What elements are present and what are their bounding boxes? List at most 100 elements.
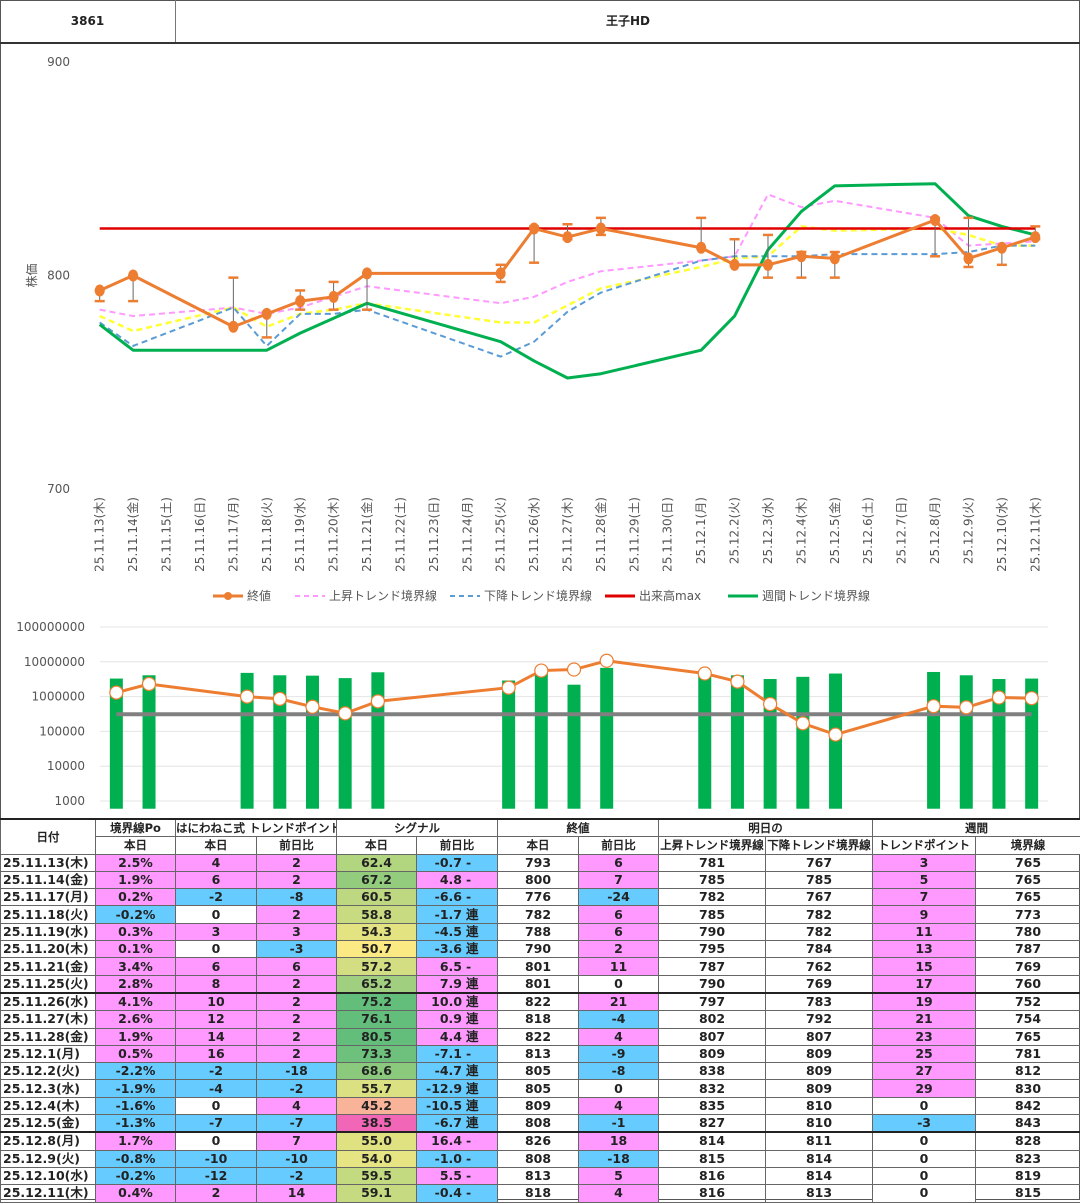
down-trend-cell: 814 bbox=[766, 1150, 873, 1167]
down-trend-cell: 809 bbox=[766, 1063, 873, 1080]
close-diff-cell: 2 bbox=[579, 941, 659, 958]
weekly-tp-cell: 27 bbox=[873, 1063, 976, 1080]
x-tick-label: 25.11.30(日) bbox=[661, 497, 675, 572]
signal-cell: 54.0 bbox=[337, 1150, 417, 1167]
x-tick-label: 25.11.23(日) bbox=[427, 497, 441, 572]
weekly-line-cell: 830 bbox=[976, 1080, 1080, 1097]
close-diff-cell: -1 bbox=[579, 1115, 659, 1133]
trend-point-diff-cell: 14 bbox=[257, 1185, 337, 1202]
header-weekly: 週間 bbox=[873, 819, 1080, 837]
close-point bbox=[796, 250, 806, 262]
signal-diff-value: 16.4 bbox=[426, 1133, 462, 1149]
weekly-tp-cell: 25 bbox=[873, 1045, 976, 1062]
weekly-line-cell: 812 bbox=[976, 1063, 1080, 1080]
signal-cell: 58.8 bbox=[337, 906, 417, 923]
signal-diff-value: -6.7 bbox=[426, 1115, 462, 1131]
signal-diff-value: 7.9 bbox=[426, 976, 462, 992]
header-date: 日付 bbox=[1, 819, 96, 854]
y-tick-label: 10000 bbox=[47, 759, 85, 773]
x-tick-label: 25.12.5(金) bbox=[827, 497, 842, 564]
price-chart: 700800900株価25.11.13(木)25.11.14(金)25.11.1… bbox=[0, 44, 1080, 610]
weekly-tp-cell: 9 bbox=[873, 906, 976, 923]
x-tick-label: 25.12.7(日) bbox=[895, 497, 909, 564]
trend-point-diff-cell: 4 bbox=[257, 1097, 337, 1114]
y-tick-label: 1000 bbox=[54, 794, 85, 808]
stock-code: 3861 bbox=[0, 0, 176, 42]
up-trend-cell: 797 bbox=[659, 993, 766, 1011]
date: 25.11.19(水) bbox=[1, 923, 96, 940]
signal-mark: - bbox=[462, 1133, 488, 1149]
signal-diff-value: -4.7 bbox=[426, 1063, 462, 1079]
volume-trend-point bbox=[960, 701, 973, 714]
close-cell: 808 bbox=[498, 1150, 579, 1167]
signal-diff-value: -12.9 bbox=[426, 1081, 462, 1097]
x-tick-label: 25.12.9(火) bbox=[961, 497, 975, 564]
x-tick-label: 25.12.1(月) bbox=[694, 497, 708, 564]
close-diff-cell: 6 bbox=[579, 854, 659, 871]
close-point bbox=[997, 242, 1007, 254]
close-cell: 782 bbox=[498, 906, 579, 923]
close-cell: 805 bbox=[498, 1063, 579, 1080]
weekly-line-cell: 773 bbox=[976, 906, 1080, 923]
volume-trend-point bbox=[731, 675, 744, 688]
weekly-line-cell: 780 bbox=[976, 923, 1080, 940]
y-axis-label: 株価 bbox=[24, 263, 39, 287]
signal-cell: 75.2 bbox=[337, 993, 417, 1011]
x-tick-label: 25.11.22(土) bbox=[393, 497, 407, 572]
subheader-diff: 前日比 bbox=[417, 837, 498, 854]
data-table: 日付 境界線Po はにわねこ式 トレンドポイント シグナル 終値 明日の 週間 … bbox=[0, 818, 1080, 1203]
po-cell: 0.3% bbox=[96, 923, 176, 940]
signal-diff-cell: -0.7- bbox=[417, 854, 498, 871]
x-tick-label: 25.12.4(木) bbox=[794, 497, 808, 564]
weekly-line-cell: 815 bbox=[976, 1185, 1080, 1202]
close-cell: 822 bbox=[498, 993, 579, 1011]
signal-mark: 連 bbox=[462, 907, 488, 923]
signal-cell: 73.3 bbox=[337, 1045, 417, 1062]
down-trend-cell: 784 bbox=[766, 941, 873, 958]
close-diff-cell: 21 bbox=[579, 993, 659, 1011]
close-point bbox=[963, 252, 973, 264]
volume-trend-point bbox=[371, 695, 384, 708]
signal-diff-value: -1.0 bbox=[426, 1151, 462, 1167]
date: 25.11.21(金) bbox=[1, 958, 96, 975]
signal-diff-cell: -1.0- bbox=[417, 1150, 498, 1167]
close-diff-cell: -9 bbox=[579, 1045, 659, 1062]
trend-point-diff-cell: 2 bbox=[257, 906, 337, 923]
close-cell: 801 bbox=[498, 975, 579, 993]
signal-diff-value: -4.5 bbox=[426, 924, 462, 940]
close-diff-cell: 4 bbox=[579, 1185, 659, 1202]
trend-point-diff-cell: 7 bbox=[257, 1132, 337, 1150]
signal-cell: 45.2 bbox=[337, 1097, 417, 1114]
weekly-tp-cell: -3 bbox=[873, 1115, 976, 1133]
po-cell: 0.1% bbox=[96, 941, 176, 958]
signal-cell: 65.2 bbox=[337, 975, 417, 993]
signal-cell: 54.3 bbox=[337, 923, 417, 940]
weekly-line-cell: 765 bbox=[976, 854, 1080, 871]
signal-cell: 62.4 bbox=[337, 854, 417, 871]
close-point bbox=[295, 295, 305, 307]
volume-bar bbox=[535, 673, 548, 809]
weekly-tp-cell: 15 bbox=[873, 958, 976, 975]
weekly-tp-cell: 3 bbox=[873, 854, 976, 871]
up-trend-cell: 795 bbox=[659, 941, 766, 958]
weekly-tp-cell: 23 bbox=[873, 1028, 976, 1045]
signal-mark: - bbox=[462, 889, 488, 905]
trend-point-cell: -10 bbox=[176, 1150, 257, 1167]
po-cell: -0.8% bbox=[96, 1150, 176, 1167]
weekly-line-cell: 754 bbox=[976, 1011, 1080, 1028]
close-diff-cell: -8 bbox=[579, 1063, 659, 1080]
header-tomorrow: 明日の bbox=[659, 819, 873, 837]
weekly-trend-line bbox=[100, 184, 1036, 378]
y-tick-label: 800 bbox=[47, 269, 70, 283]
x-tick-label: 25.11.14(金) bbox=[125, 497, 140, 572]
down-trend-cell: 809 bbox=[766, 1080, 873, 1097]
volume-trend-point bbox=[1025, 692, 1038, 705]
volume-trend-point bbox=[535, 664, 548, 677]
